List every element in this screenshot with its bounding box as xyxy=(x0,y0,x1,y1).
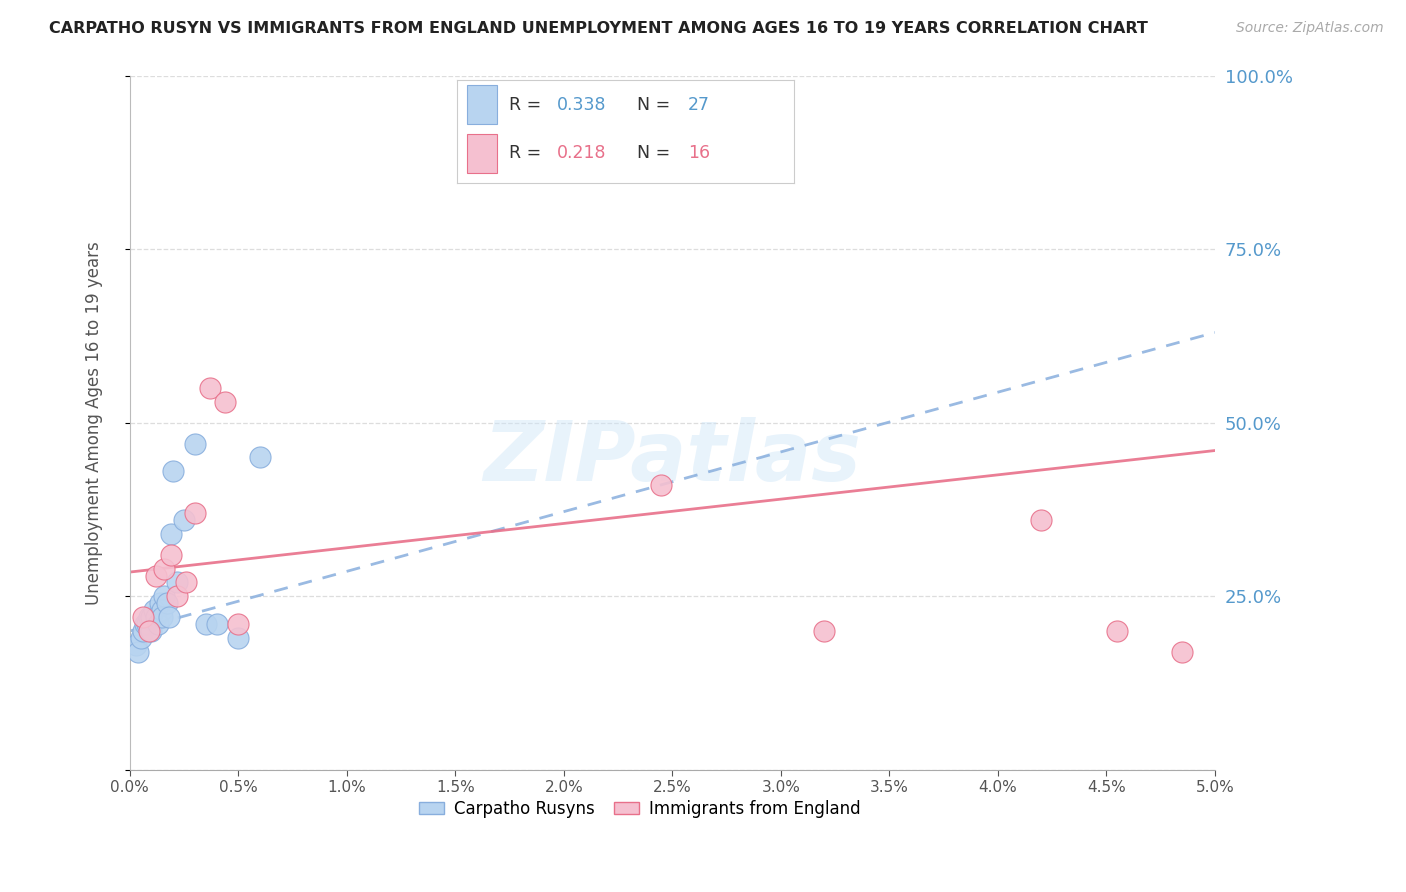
Point xyxy=(141,624,163,639)
Legend: Carpatho Rusyns, Immigrants from England: Carpatho Rusyns, Immigrants from England xyxy=(412,793,868,824)
Point xyxy=(125,638,148,652)
Text: ZIPatlas: ZIPatlas xyxy=(484,417,862,498)
Point xyxy=(153,590,176,604)
Point xyxy=(184,506,207,520)
Point xyxy=(141,610,163,624)
Text: 16: 16 xyxy=(688,145,710,162)
Point xyxy=(134,617,156,632)
Point xyxy=(160,527,183,541)
Point xyxy=(145,568,167,582)
Point xyxy=(160,548,183,562)
Point xyxy=(1107,624,1129,639)
Point xyxy=(145,610,167,624)
Text: 0.338: 0.338 xyxy=(557,96,606,114)
Point xyxy=(132,610,155,624)
Y-axis label: Unemployment Among Ages 16 to 19 years: Unemployment Among Ages 16 to 19 years xyxy=(86,241,103,605)
Point xyxy=(249,450,271,465)
Text: N =: N = xyxy=(626,96,675,114)
Point xyxy=(150,603,173,617)
Text: N =: N = xyxy=(626,145,675,162)
Point xyxy=(138,610,160,624)
Point xyxy=(166,590,188,604)
Point xyxy=(226,617,249,632)
Point xyxy=(226,631,249,645)
Point xyxy=(138,624,160,639)
Point xyxy=(162,464,184,478)
Point xyxy=(153,561,176,575)
Text: R =: R = xyxy=(509,96,547,114)
Text: R =: R = xyxy=(509,145,547,162)
Point xyxy=(132,624,155,639)
Point xyxy=(650,478,672,492)
Bar xyxy=(467,86,498,124)
Point xyxy=(194,617,217,632)
Point xyxy=(129,631,152,645)
Point xyxy=(1031,513,1053,527)
Text: 27: 27 xyxy=(688,96,710,114)
Point xyxy=(136,617,159,632)
Point xyxy=(173,513,195,527)
Point xyxy=(150,610,173,624)
Text: Source: ZipAtlas.com: Source: ZipAtlas.com xyxy=(1236,21,1384,36)
Point xyxy=(166,575,188,590)
Point xyxy=(198,381,221,395)
Text: 0.218: 0.218 xyxy=(557,145,606,162)
Point xyxy=(157,610,180,624)
Point xyxy=(214,395,236,409)
Bar xyxy=(467,134,498,173)
Point xyxy=(155,596,177,610)
Point xyxy=(813,624,835,639)
Point xyxy=(149,596,172,610)
Point xyxy=(146,617,169,632)
Point xyxy=(1171,645,1194,659)
Text: CARPATHO RUSYN VS IMMIGRANTS FROM ENGLAND UNEMPLOYMENT AMONG AGES 16 TO 19 YEARS: CARPATHO RUSYN VS IMMIGRANTS FROM ENGLAN… xyxy=(49,21,1149,37)
Point xyxy=(205,617,228,632)
Point xyxy=(127,645,149,659)
Point xyxy=(184,436,207,450)
Point xyxy=(174,575,197,590)
Point xyxy=(142,603,165,617)
